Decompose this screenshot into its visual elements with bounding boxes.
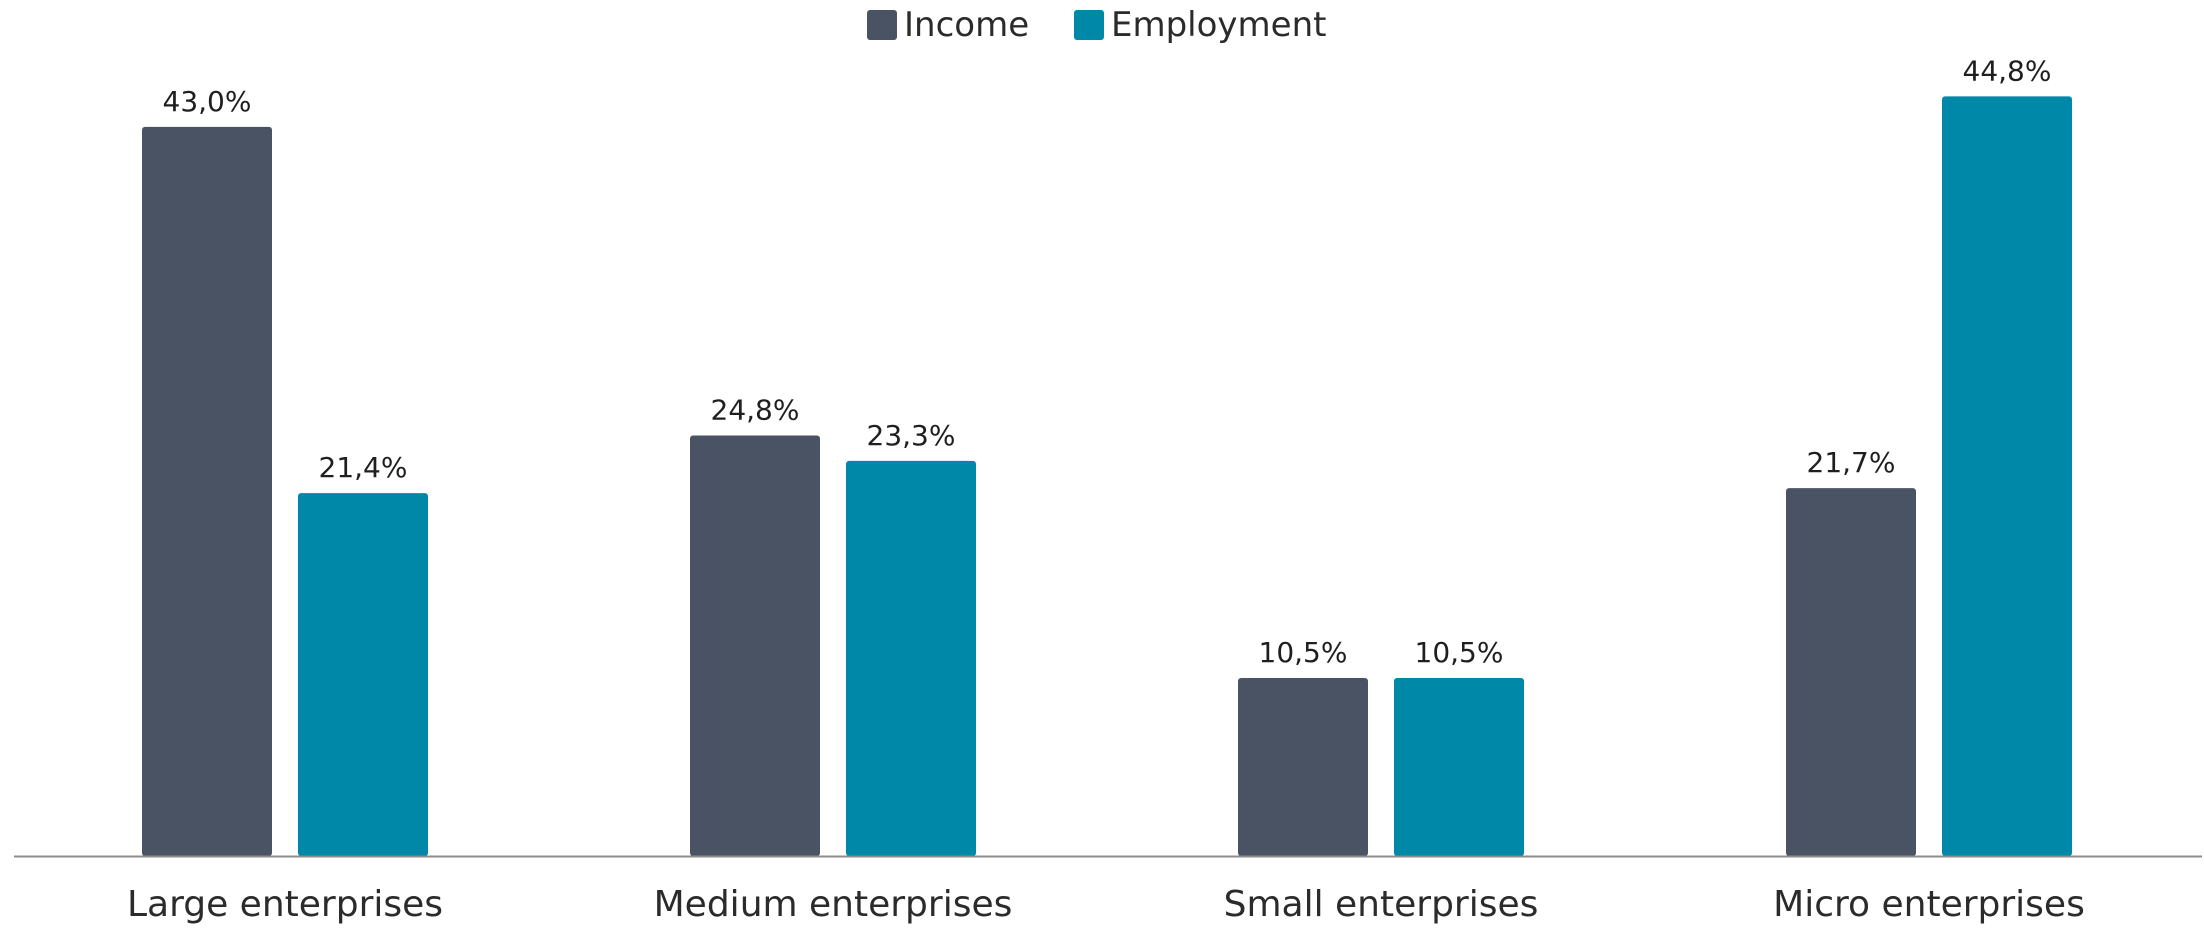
value-label-employment-large-enterprises: 21,4% bbox=[319, 451, 408, 484]
value-label-income-micro-enterprises: 21,7% bbox=[1807, 446, 1896, 479]
chart-legend: Income Employment bbox=[867, 5, 1326, 45]
category-labels-group: Large enterprises Medium enterprises Small… bbox=[127, 884, 2085, 925]
legend-swatch-employment bbox=[1074, 10, 1104, 40]
bar-income-small-enterprises bbox=[1238, 677, 1368, 856]
value-label-employment-small-enterprises: 10,5% bbox=[1415, 636, 1504, 669]
bar-employment-small-enterprises bbox=[1394, 677, 1524, 856]
bar-employment-micro-enterprises bbox=[1942, 96, 2072, 856]
bar-income-micro-enterprises bbox=[1786, 488, 1916, 856]
value-label-employment-medium-enterprises: 23,3% bbox=[867, 419, 956, 452]
value-label-employment-micro-enterprises: 44,8% bbox=[1963, 54, 2052, 87]
legend-label-employment: Employment bbox=[1111, 5, 1326, 45]
bar-employment-medium-enterprises bbox=[846, 460, 976, 856]
value-labels-group: 43,0% 21,4% 24,8% 23,3% 10,5% 10,5% 21,7% 44,8% bbox=[163, 54, 2052, 669]
value-label-income-small-enterprises: 10,5% bbox=[1259, 636, 1348, 669]
legend-swatch-income bbox=[867, 10, 897, 40]
bar-income-large-enterprises bbox=[142, 126, 272, 856]
category-label-micro-enterprises: Micro enterprises bbox=[1773, 884, 2085, 925]
bar-employment-large-enterprises bbox=[298, 493, 428, 856]
category-label-medium-enterprises: Medium enterprises bbox=[654, 884, 1013, 925]
legend-label-income: Income bbox=[904, 5, 1029, 45]
bar-income-medium-enterprises bbox=[690, 435, 820, 856]
bars-group bbox=[142, 96, 2072, 856]
category-label-small-enterprises: Small enterprises bbox=[1224, 884, 1539, 925]
category-label-large-enterprises: Large enterprises bbox=[127, 884, 443, 925]
value-label-income-large-enterprises: 43,0% bbox=[163, 85, 252, 118]
value-label-income-medium-enterprises: 24,8% bbox=[711, 394, 800, 427]
